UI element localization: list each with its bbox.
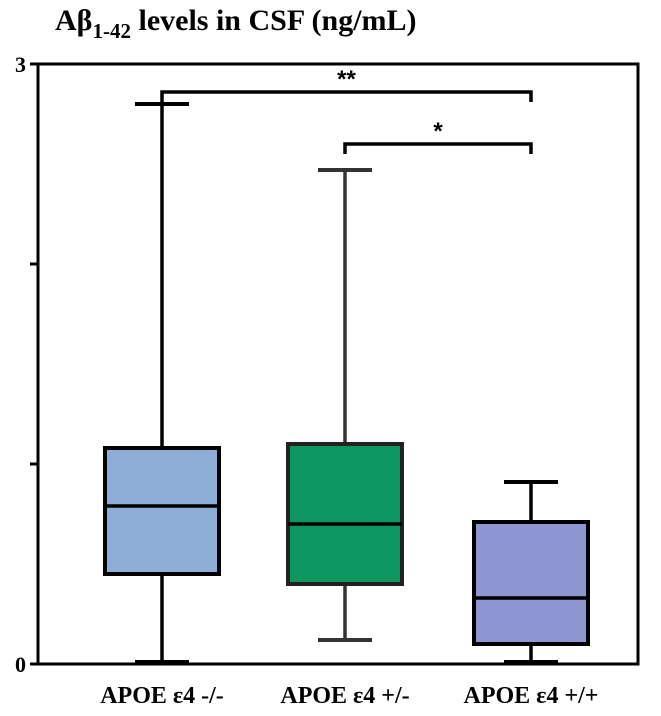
boxes-group xyxy=(103,102,590,664)
x-category-label-2: APOE ε4 +/+ xyxy=(464,683,599,709)
significance-group: *** xyxy=(160,66,533,154)
y-tick-label-0: 0 xyxy=(15,652,26,677)
plot-frame xyxy=(36,62,640,666)
chart-title-main: Aβ xyxy=(55,4,92,37)
chart-title-subscript: 1-42 xyxy=(92,19,131,43)
box-1 xyxy=(286,442,404,586)
significance-bracket-0 xyxy=(160,90,533,102)
x-category-label-0: APOE ε4 -/- xyxy=(100,683,224,709)
chart-title-rest: levels in CSF (ng/mL) xyxy=(131,4,417,37)
y-axis: 03 xyxy=(15,52,38,677)
x-axis-categories: APOE ε4 -/- APOE ε4 +/- APOE ε4 +/+ xyxy=(100,683,598,709)
y-tick-label-3: 3 xyxy=(15,52,26,77)
box-0 xyxy=(103,446,221,576)
significance-label-0: ** xyxy=(337,66,356,93)
significance-bracket-1 xyxy=(343,142,533,154)
box-2 xyxy=(472,520,590,646)
x-category-label-1: APOE ε4 +/- xyxy=(280,683,409,709)
significance-label-1: * xyxy=(433,118,443,145)
chart-title: Aβ1-42 levels in CSF (ng/mL) xyxy=(55,4,417,43)
